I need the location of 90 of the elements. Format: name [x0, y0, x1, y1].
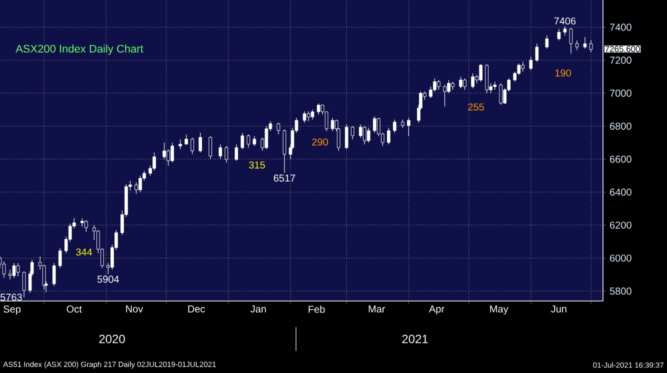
candlestick — [563, 26, 567, 36]
candlestick — [234, 144, 238, 162]
x-tick-label: Apr — [428, 306, 444, 314]
y-tick-label: 6600 — [610, 156, 632, 163]
candlestick — [459, 76, 462, 89]
candlestick — [366, 128, 370, 143]
text: 2021 — [402, 334, 428, 344]
candlestick — [240, 132, 244, 150]
x-tick-label: Oct — [66, 306, 82, 313]
candlestick — [84, 220, 88, 232]
y-tick-label: 6400 — [610, 188, 632, 196]
candlestick — [393, 119, 396, 134]
x-tick-label: Dec — [188, 306, 205, 312]
candlestick — [152, 152, 156, 172]
candlestick — [306, 111, 310, 122]
candlestick — [569, 28, 573, 54]
y-tick-label: 7400 — [610, 24, 632, 31]
candlestick — [162, 142, 166, 160]
annotation: 315 — [249, 161, 265, 169]
candlestick — [224, 146, 228, 163]
candlestick — [447, 80, 450, 94]
x-tick-label: Mar — [368, 306, 386, 312]
annotation: 344 — [76, 248, 92, 256]
candlestick — [330, 118, 334, 132]
candlestick — [463, 78, 466, 90]
y-tick-label: 7000 — [610, 90, 632, 97]
candlestick — [58, 248, 62, 268]
candlestick — [8, 269, 12, 280]
y-tick-label: 6200 — [610, 222, 632, 229]
x-tick-label: Feb — [308, 306, 325, 313]
candlestick — [198, 132, 202, 153]
text: ASX200 Index Daily Chart — [16, 44, 144, 55]
candlestick — [358, 124, 362, 138]
candlestick — [350, 126, 354, 140]
candlestick — [42, 264, 46, 290]
candlestick — [362, 126, 366, 145]
candlestick — [535, 43, 539, 62]
x-tick-label: Nov — [126, 306, 144, 312]
candlestick — [190, 137, 194, 155]
candlestick — [499, 82, 502, 106]
candlestick — [437, 80, 440, 90]
candlestick — [276, 122, 280, 135]
annotation: 5763 — [0, 294, 22, 301]
candlestick — [386, 128, 390, 145]
candlestick — [583, 36, 587, 49]
y-tick-label: 7200 — [610, 56, 632, 64]
x-tick-label: Jun — [551, 306, 566, 312]
candlestick — [264, 126, 268, 150]
candlestick — [52, 262, 56, 286]
candlestick — [557, 28, 561, 41]
annotation: 290 — [312, 138, 328, 146]
candlestick — [407, 118, 410, 136]
annotation: 190 — [555, 69, 571, 77]
candlestick — [443, 84, 446, 107]
y-tick-label: 5800 — [610, 288, 632, 295]
candlestick — [575, 40, 579, 51]
annotation: 6517 — [274, 174, 296, 182]
x-tick-label: May — [490, 306, 508, 314]
candlestick — [170, 142, 174, 163]
text: 7265.600 — [605, 46, 640, 52]
candlestick — [521, 62, 525, 72]
candlestick — [529, 56, 533, 70]
candlestick — [138, 175, 142, 192]
candlestick — [178, 139, 182, 150]
candlestick — [208, 136, 212, 160]
candlestick — [134, 182, 138, 194]
candlestick — [479, 64, 482, 82]
candlestick — [471, 73, 474, 89]
candlestick — [282, 129, 286, 174]
candlestick — [310, 109, 314, 120]
y-tick-label: 6000 — [610, 254, 632, 262]
x-tick-label: Sep — [4, 306, 20, 315]
candlestick — [184, 134, 188, 145]
annotation: 255 — [468, 103, 484, 111]
candlestick — [246, 134, 250, 148]
x-tick-label: Jan — [250, 306, 266, 312]
candlestick — [372, 116, 376, 134]
candlestick — [545, 35, 549, 49]
candlestick — [316, 103, 320, 115]
candlestick — [252, 136, 256, 146]
candlestick — [344, 124, 348, 150]
candlestick — [166, 148, 170, 166]
candlestick — [218, 144, 222, 160]
candlestick — [12, 262, 16, 278]
y-tick-label: 6800 — [610, 122, 632, 130]
annotation: 7406 — [554, 17, 576, 25]
candlestick — [16, 262, 20, 277]
text: 2020 — [99, 334, 125, 344]
annotation: 5904 — [97, 276, 120, 283]
candlestick — [22, 271, 26, 298]
